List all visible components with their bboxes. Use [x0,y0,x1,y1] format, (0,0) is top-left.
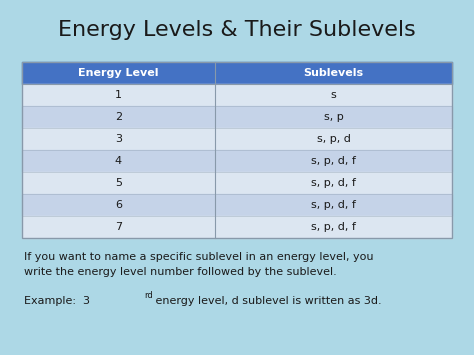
Text: 4: 4 [115,156,122,166]
Text: 1: 1 [115,90,122,100]
Text: s, p, d, f: s, p, d, f [311,222,356,232]
Text: 5: 5 [115,178,122,188]
Text: Energy Level: Energy Level [78,68,159,78]
Text: s: s [331,90,337,100]
Text: rd: rd [144,291,153,300]
Bar [22,62,452,238]
Text: 2: 2 [115,112,122,122]
Text: Energy Levels & Their Sublevels: Energy Levels & Their Sublevels [58,20,416,40]
Text: s, p: s, p [324,112,343,122]
Text: s, p, d, f: s, p, d, f [311,156,356,166]
Text: 7: 7 [115,222,122,232]
Text: 3: 3 [115,134,122,144]
Text: Example:  3: Example: 3 [24,296,90,306]
Text: s, p, d, f: s, p, d, f [311,178,356,188]
Text: Sublevels: Sublevels [303,68,364,78]
Text: s, p, d: s, p, d [317,134,350,144]
Text: If you want to name a specific sublevel in an energy level, you
write the energy: If you want to name a specific sublevel … [24,252,374,277]
Text: s, p, d, f: s, p, d, f [311,200,356,210]
Text: 6: 6 [115,200,122,210]
Text: energy level, d sublevel is written as 3d.: energy level, d sublevel is written as 3… [152,296,382,306]
